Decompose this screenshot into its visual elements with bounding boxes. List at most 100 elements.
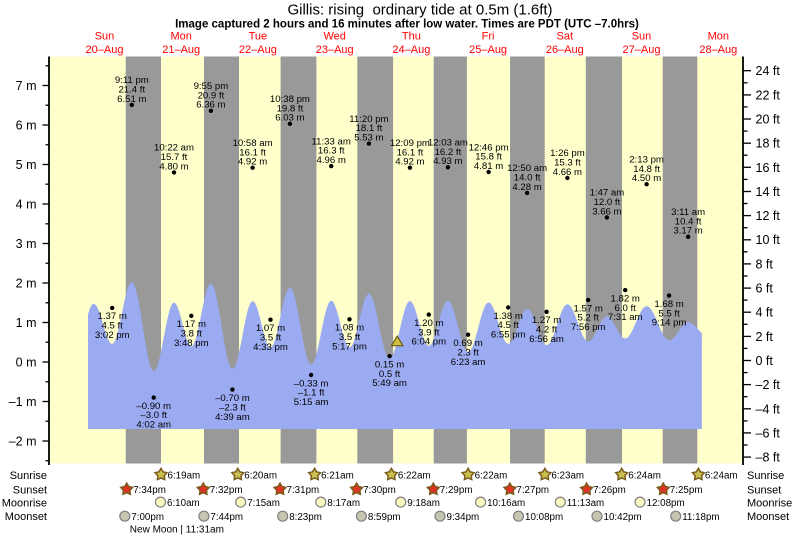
svg-text:4.5 ft: 4.5 ft: [498, 320, 520, 331]
svg-text:4.96 m: 4.96 m: [317, 155, 346, 166]
svg-text:2 ft: 2 ft: [756, 330, 774, 344]
svg-text:6:10am: 6:10am: [167, 498, 200, 509]
svg-text:3 m: 3 m: [16, 237, 37, 251]
svg-text:6:22am: 6:22am: [398, 470, 431, 481]
svg-text:Sunset: Sunset: [13, 485, 47, 497]
svg-text:–8 ft: –8 ft: [756, 451, 781, 465]
svg-text:1.37 m: 1.37 m: [98, 311, 127, 322]
svg-text:–4 ft: –4 ft: [756, 402, 781, 416]
svg-text:0 ft: 0 ft: [756, 354, 774, 368]
svg-text:1.17 m: 1.17 m: [177, 319, 206, 330]
svg-text:6:23am: 6:23am: [551, 470, 584, 481]
svg-text:10:22 am: 10:22 am: [154, 143, 194, 154]
svg-text:6:22am: 6:22am: [475, 470, 508, 481]
svg-text:7:29pm: 7:29pm: [440, 485, 473, 496]
svg-text:7:27pm: 7:27pm: [516, 485, 549, 496]
svg-text:–1 m: –1 m: [9, 395, 37, 409]
svg-text:5:49 am: 5:49 am: [372, 378, 407, 389]
svg-text:7:32pm: 7:32pm: [210, 485, 243, 496]
svg-text:1 m: 1 m: [16, 316, 37, 330]
svg-text:1.57 m: 1.57 m: [574, 303, 603, 314]
svg-text:20–Aug: 20–Aug: [86, 44, 124, 56]
svg-text:10.4 ft: 10.4 ft: [675, 216, 702, 227]
svg-text:7:25pm: 7:25pm: [670, 485, 703, 496]
svg-text:10:08pm: 10:08pm: [525, 512, 563, 523]
svg-text:5.2 ft: 5.2 ft: [578, 313, 600, 324]
svg-text:1:47 am: 1:47 am: [590, 188, 625, 199]
svg-text:6 ft: 6 ft: [756, 282, 774, 296]
svg-text:8:17am: 8:17am: [327, 498, 360, 509]
svg-text:Sun: Sun: [95, 31, 115, 43]
svg-text:3.17 m: 3.17 m: [673, 226, 702, 237]
svg-text:3.8 ft: 3.8 ft: [181, 329, 203, 340]
svg-text:16.3 ft: 16.3 ft: [318, 146, 345, 157]
svg-text:0 m: 0 m: [16, 356, 37, 370]
svg-text:6:56 am: 6:56 am: [529, 334, 564, 345]
svg-text:4:33 pm: 4:33 pm: [253, 342, 288, 353]
svg-text:23–Aug: 23–Aug: [316, 44, 354, 56]
svg-text:6.36 m: 6.36 m: [196, 100, 225, 111]
svg-text:4.80 m: 4.80 m: [159, 161, 188, 172]
svg-text:1.38 m: 1.38 m: [494, 311, 523, 322]
svg-text:9:55 pm: 9:55 pm: [194, 81, 229, 92]
svg-text:1.07 m: 1.07 m: [256, 323, 285, 334]
svg-text:4 ft: 4 ft: [756, 306, 774, 320]
svg-text:–3.0 ft: –3.0 ft: [140, 410, 167, 421]
svg-text:Sunrise: Sunrise: [747, 470, 784, 482]
svg-text:–2 ft: –2 ft: [756, 378, 781, 392]
svg-text:2 m: 2 m: [16, 277, 37, 291]
svg-text:9:34pm: 9:34pm: [447, 512, 480, 523]
svg-text:4.66 m: 4.66 m: [553, 167, 582, 178]
svg-text:–6 ft: –6 ft: [756, 426, 781, 440]
svg-text:26–Aug: 26–Aug: [546, 44, 584, 56]
svg-text:2:13 pm: 2:13 pm: [629, 155, 664, 166]
svg-text:7:31pm: 7:31pm: [287, 485, 320, 496]
svg-text:21.4 ft: 21.4 ft: [118, 85, 145, 96]
svg-text:7:31 am: 7:31 am: [608, 312, 643, 323]
svg-text:4.28 m: 4.28 m: [512, 182, 541, 193]
svg-text:4.81 m: 4.81 m: [474, 161, 503, 172]
svg-text:12:03 am: 12:03 am: [428, 138, 468, 149]
svg-text:6:19am: 6:19am: [168, 470, 201, 481]
svg-text:15.8 ft: 15.8 ft: [475, 152, 502, 163]
svg-text:15.3 ft: 15.3 ft: [554, 158, 581, 169]
svg-text:11:33 am: 11:33 am: [312, 136, 351, 147]
svg-text:24–Aug: 24–Aug: [392, 44, 430, 56]
svg-text:11:20 pm: 11:20 pm: [349, 114, 388, 125]
svg-text:–2 m: –2 m: [9, 435, 37, 449]
svg-text:Sunset: Sunset: [747, 485, 781, 497]
svg-text:Moonset: Moonset: [5, 511, 47, 523]
svg-text:10:42pm: 10:42pm: [604, 512, 642, 523]
svg-text:16.2 ft: 16.2 ft: [435, 147, 462, 158]
svg-text:14.8 ft: 14.8 ft: [633, 164, 660, 175]
svg-text:6 m: 6 m: [16, 119, 37, 133]
svg-text:7:15am: 7:15am: [247, 498, 280, 509]
svg-text:14 ft: 14 ft: [756, 185, 781, 199]
svg-text:22 ft: 22 ft: [756, 88, 781, 102]
svg-text:7:34pm: 7:34pm: [133, 485, 166, 496]
svg-text:6:24am: 6:24am: [628, 470, 661, 481]
svg-text:11:18pm: 11:18pm: [682, 512, 719, 523]
svg-text:–2.3 ft: –2.3 ft: [219, 402, 246, 413]
svg-text:12 ft: 12 ft: [756, 209, 781, 223]
svg-text:6:55 pm: 6:55 pm: [491, 330, 526, 341]
svg-text:1.68 m: 1.68 m: [654, 299, 683, 310]
svg-text:Image captured 2 hours and 16: Image captured 2 hours and 16 minutes af…: [175, 19, 639, 31]
svg-text:10:58 am: 10:58 am: [233, 138, 273, 149]
svg-text:1:26 pm: 1:26 pm: [550, 148, 585, 159]
svg-text:6:24am: 6:24am: [705, 470, 738, 481]
svg-text:Moonrise: Moonrise: [2, 497, 47, 509]
svg-text:18.1 ft: 18.1 ft: [356, 123, 383, 134]
svg-text:4.92 m: 4.92 m: [395, 157, 424, 168]
svg-text:4.93 m: 4.93 m: [433, 156, 462, 167]
svg-text:27–Aug: 27–Aug: [623, 44, 661, 56]
svg-text:2.3 ft: 2.3 ft: [457, 347, 479, 358]
svg-text:5.53 m: 5.53 m: [354, 133, 383, 144]
svg-text:8 ft: 8 ft: [756, 257, 774, 271]
svg-text:Thu: Thu: [402, 31, 421, 43]
svg-text:7:30pm: 7:30pm: [363, 485, 396, 496]
svg-text:9:18am: 9:18am: [407, 498, 440, 509]
svg-text:9:14 pm: 9:14 pm: [652, 318, 687, 329]
svg-text:5:17 pm: 5:17 pm: [332, 341, 367, 352]
svg-text:3:11 am: 3:11 am: [671, 207, 705, 218]
